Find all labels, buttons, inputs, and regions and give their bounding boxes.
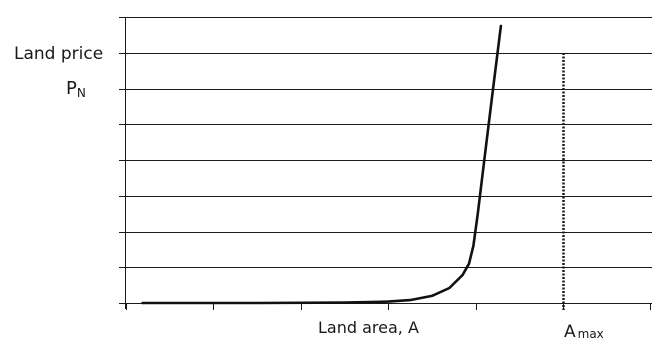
- price-curve-0: [141, 24, 503, 305]
- series: [141, 24, 503, 305]
- x-axis-label: Land area, A: [318, 318, 419, 337]
- amax-symbol: A: [564, 322, 576, 342]
- y-axis-label: Land price: [14, 44, 104, 64]
- amax-subscript: max: [577, 327, 604, 341]
- axes: [119, 17, 652, 310]
- y-symbol: P: [66, 78, 77, 99]
- y-axis-symbol: PN: [66, 78, 86, 100]
- y-symbol-subscript: N: [76, 86, 86, 100]
- gridlines: [125, 17, 652, 304]
